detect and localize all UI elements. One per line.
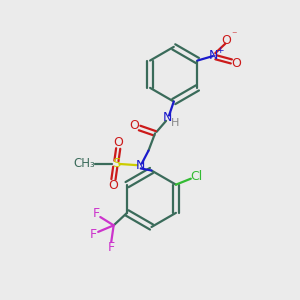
- Text: +: +: [216, 46, 223, 55]
- Text: N: N: [136, 159, 145, 172]
- Text: O: O: [231, 57, 241, 70]
- Text: F: F: [90, 228, 97, 242]
- Text: F: F: [93, 207, 100, 220]
- Text: H: H: [171, 118, 179, 128]
- Text: O: O: [108, 179, 118, 192]
- Text: F: F: [108, 241, 115, 254]
- Text: N: N: [163, 111, 172, 124]
- Text: O: O: [113, 136, 123, 149]
- Text: Cl: Cl: [190, 170, 203, 183]
- Text: CH₃: CH₃: [73, 157, 95, 170]
- Text: N: N: [209, 49, 218, 62]
- Text: S: S: [112, 158, 120, 170]
- Text: ⁻: ⁻: [231, 30, 236, 40]
- Text: O: O: [129, 119, 139, 132]
- Text: O: O: [222, 34, 232, 47]
